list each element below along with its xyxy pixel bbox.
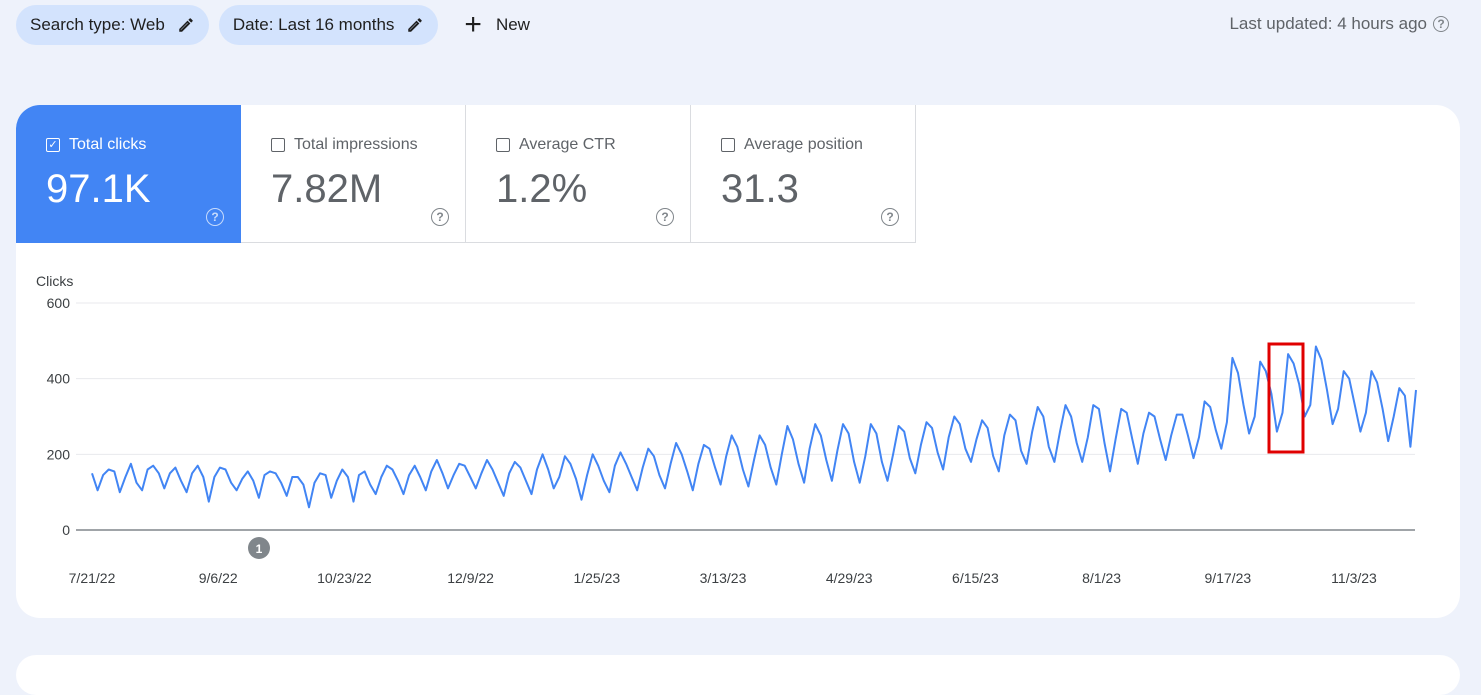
x-tick-label: 1/25/23 (573, 570, 620, 586)
metric-total-impressions[interactable]: Total impressions 7.82M ? (241, 105, 466, 243)
checkbox-icon[interactable] (271, 138, 285, 152)
clicks-series-line (91, 345, 1417, 509)
highlight-box (1267, 342, 1305, 454)
last-updated-text: Last updated: 4 hours ago (1229, 14, 1427, 33)
x-tick-label: 12/9/22 (447, 570, 494, 586)
metric-average-ctr[interactable]: Average CTR 1.2% ? (466, 105, 691, 243)
x-tick-label: 4/29/23 (826, 570, 873, 586)
help-icon[interactable]: ? (656, 208, 674, 226)
metric-value: 7.82M (271, 167, 383, 211)
metric-label-row: Average position (721, 136, 863, 154)
y-tick-label: 400 (47, 371, 71, 387)
x-tick-label: 10/23/22 (317, 570, 372, 586)
metric-label-row: Average CTR (496, 136, 616, 154)
annotation-marker-label: 1 (256, 542, 263, 556)
plus-icon: + (464, 8, 482, 41)
metric-label-row: Total impressions (271, 136, 418, 154)
metric-value: 1.2% (496, 167, 588, 211)
metric-tabs: ✓ Total clicks 97.1K ? Total impressions… (16, 105, 916, 243)
x-tick-label: 7/21/22 (69, 570, 116, 586)
metric-value: 97.1K (46, 167, 151, 211)
y-tick-label: 0 (62, 522, 70, 538)
help-icon[interactable]: ? (206, 208, 224, 226)
x-tick-label: 6/15/23 (952, 570, 999, 586)
annotation-marker[interactable] (248, 537, 270, 559)
search-type-filter-chip[interactable]: Search type: Web (16, 5, 209, 45)
x-tick-label: 3/13/23 (700, 570, 747, 586)
metric-label: Total impressions (294, 136, 418, 153)
performance-card: ✓ Total clicks 97.1K ? Total impressions… (16, 105, 1460, 618)
help-icon[interactable]: ? (431, 208, 449, 226)
filter-bar: Search type: Web Date: Last 16 months + … (16, 5, 530, 45)
y-tick-label: 200 (47, 446, 71, 462)
help-icon[interactable]: ? (881, 208, 899, 226)
new-filter-label: New (495, 15, 530, 34)
secondary-card (16, 655, 1460, 695)
y-axis-label: Clicks (36, 273, 73, 289)
date-filter-chip[interactable]: Date: Last 16 months (218, 5, 439, 45)
metric-label: Average position (744, 136, 863, 153)
checkbox-checked-icon[interactable]: ✓ (46, 138, 60, 152)
metric-average-position[interactable]: Average position 31.3 ? (691, 105, 916, 243)
last-updated-status: Last updated: 4 hours ago ? (1229, 14, 1449, 34)
x-tick-label: 9/17/23 (1204, 570, 1251, 586)
x-tick-label: 8/1/23 (1082, 570, 1121, 586)
metric-value: 31.3 (721, 167, 799, 211)
clicks-chart[interactable]: Clicks 0 200 400 600 7/21/22 9/6/22 10/23/22 1… (16, 105, 1460, 618)
search-type-filter-label: Search type: Web (30, 15, 165, 34)
x-tick-label: 11/3/23 (1331, 570, 1377, 586)
metric-total-clicks[interactable]: ✓ Total clicks 97.1K ? (16, 105, 241, 243)
new-filter-button[interactable]: + New (464, 10, 530, 40)
help-icon[interactable]: ? (1433, 16, 1449, 32)
x-tick-label: 9/6/22 (199, 570, 238, 586)
metric-label-row: ✓ Total clicks (46, 136, 146, 154)
edit-pencil-icon[interactable] (406, 16, 424, 34)
metric-label: Total clicks (69, 136, 147, 153)
edit-pencil-icon[interactable] (177, 16, 195, 34)
checkbox-icon[interactable] (496, 138, 510, 152)
metric-label: Average CTR (519, 136, 616, 153)
y-tick-label: 600 (47, 295, 71, 311)
date-filter-label: Date: Last 16 months (232, 15, 395, 34)
checkbox-icon[interactable] (721, 138, 735, 152)
